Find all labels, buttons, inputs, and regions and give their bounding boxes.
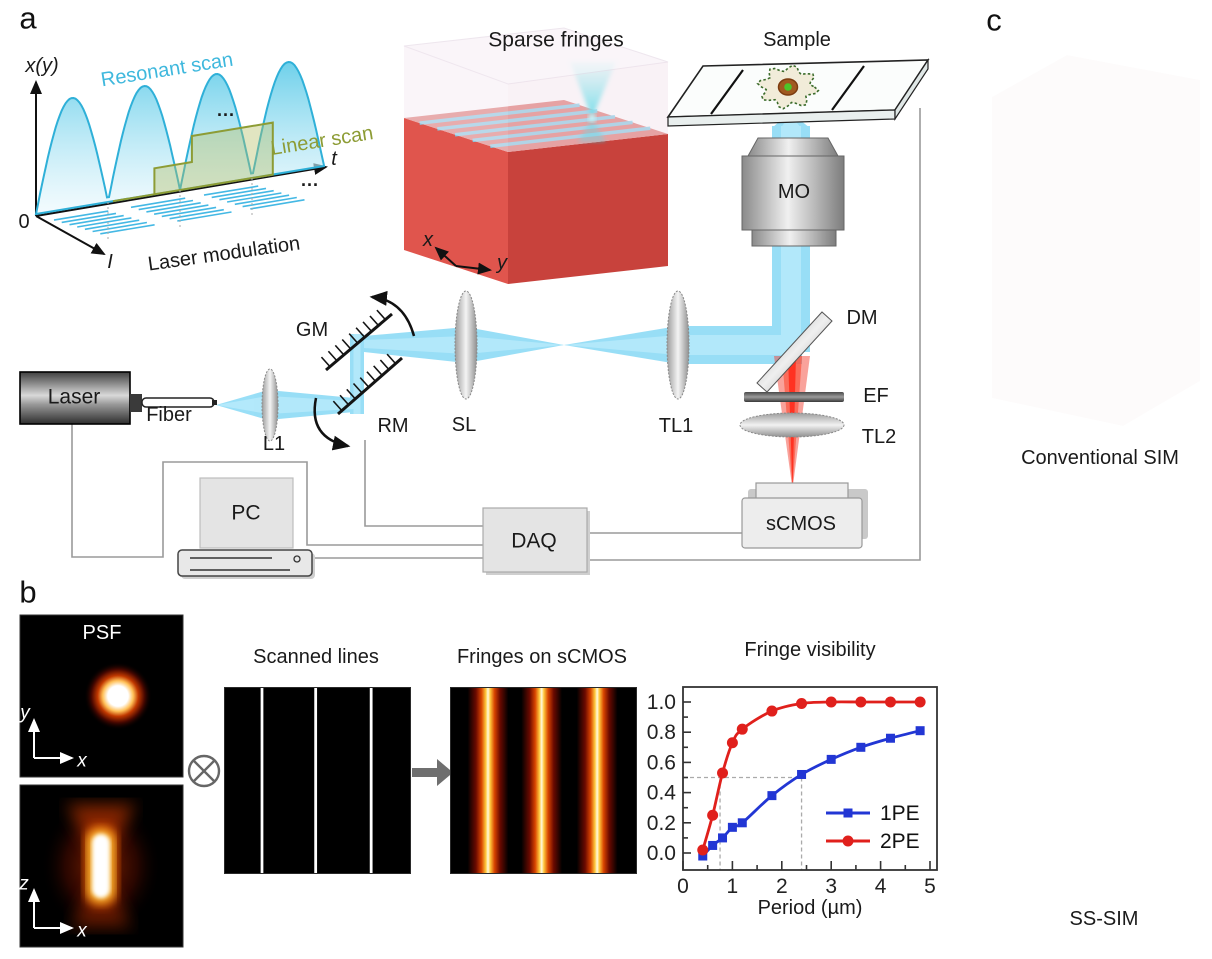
svg-text:0.8: 0.8	[647, 721, 676, 744]
cube-y-axis-label: y	[497, 252, 507, 274]
scan-mirrors	[320, 309, 403, 416]
lens-tl2	[739, 412, 845, 438]
specimen	[756, 64, 820, 110]
svg-text:0.0: 0.0	[647, 842, 676, 865]
emission-filter	[744, 392, 844, 402]
inset-axes	[30, 80, 328, 255]
scmos-camera	[741, 482, 868, 549]
panel-c-label: c	[986, 2, 1002, 38]
psf-xy-vertical-axis-label: y	[20, 702, 30, 724]
laser-modulation-lines	[53, 185, 305, 235]
psf-zx-vertical-axis-label: z	[19, 873, 29, 895]
excitation-beam	[216, 112, 810, 420]
chart-title: Fringe visibility	[744, 639, 876, 661]
linear-scan-curve	[112, 121, 274, 203]
microscope-objective	[741, 137, 845, 247]
psf-zx-image	[19, 784, 184, 948]
svg-text:1: 1	[727, 875, 739, 898]
scanned-lines-title: Scanned lines	[253, 646, 379, 668]
axis-ticks	[682, 701, 931, 870]
lens-sl	[454, 290, 478, 400]
focus-hourglass-icon	[570, 62, 616, 142]
scmos-label: sCMOS	[766, 513, 836, 535]
fringes-title: Fringes on sCMOS	[456, 646, 628, 668]
psf-zx-horizontal-axis-label: x	[77, 920, 87, 942]
keyboard	[177, 549, 315, 579]
ellipsis-bottom: ...	[300, 170, 320, 190]
svg-text:1.0: 1.0	[647, 691, 676, 714]
galvo-mirror	[320, 309, 393, 372]
resonant-scan-curve	[34, 60, 326, 216]
panel-b-label: b	[19, 574, 37, 610]
convolution-icon	[187, 754, 221, 788]
inset-intensity-axis-label: I	[107, 251, 113, 273]
daq-sample-wire	[587, 108, 921, 561]
conventional-sim-label: Conventional SIM	[1021, 447, 1179, 469]
daq-box	[482, 507, 590, 575]
lens-l1	[261, 368, 279, 442]
chart-x-axis-label: Period (µm)	[757, 897, 863, 919]
pc-label: PC	[231, 501, 261, 525]
fiber-cable	[130, 394, 217, 412]
gm-label: GM	[295, 319, 329, 341]
laser-label: Laser	[47, 385, 101, 409]
panel-a-label: a	[19, 0, 37, 36]
dichroic-mirror	[756, 311, 833, 393]
fringe-stripes	[419, 103, 651, 148]
lens-tl1	[666, 290, 690, 400]
svg-text:0.6: 0.6	[647, 751, 676, 774]
fringes-on-scmos-image	[450, 687, 637, 874]
conventional-sim-volume	[992, 55, 1200, 426]
psf-xy-image	[19, 614, 184, 778]
ef-label: EF	[863, 385, 889, 407]
sparse-fringes-cube	[403, 27, 669, 284]
laser-wire	[71, 424, 483, 558]
sample-label: Sample	[763, 29, 831, 51]
dm-label: DM	[846, 307, 878, 329]
inset-scan-graphics	[34, 60, 326, 242]
pc-box	[199, 477, 294, 549]
svg-text:0.2: 0.2	[647, 812, 676, 835]
scanner-wire	[364, 440, 483, 527]
l1-label: L1	[262, 433, 286, 455]
rm-label: RM	[377, 415, 409, 437]
signal-wires	[71, 108, 921, 561]
psf-label: PSF	[82, 622, 122, 644]
arrow-right-icon	[412, 759, 453, 786]
svg-text:1PE: 1PE	[880, 802, 920, 825]
tl2-label: TL2	[861, 426, 897, 448]
svg-text:2: 2	[776, 875, 788, 898]
svg-text:3: 3	[825, 875, 837, 898]
gm-rotation-arrow-icon	[369, 290, 416, 337]
scanned-lines-image	[224, 687, 411, 874]
svg-text:0.4: 0.4	[647, 782, 677, 805]
svg-text:4: 4	[875, 875, 887, 898]
half-visibility-guides	[683, 776, 803, 870]
rm-rotation-arrow-icon	[313, 397, 351, 451]
psf-xy-horizontal-axis-label: x	[77, 750, 87, 772]
sparse-fringes-title: Sparse fringes	[488, 28, 624, 52]
inset-y-axis-label: x(y)	[25, 55, 59, 77]
svg-text:0: 0	[677, 875, 689, 898]
tl1-label: TL1	[658, 415, 694, 437]
svg-text:2PE: 2PE	[880, 830, 920, 853]
fiber-label: Fiber	[146, 404, 192, 426]
cube-x-axis-label: x	[423, 229, 433, 251]
ellipsis-top: ...	[216, 100, 236, 120]
ss-sim-label: SS-SIM	[1069, 908, 1139, 930]
svg-text:5: 5	[924, 875, 936, 898]
daq-label: DAQ	[511, 529, 557, 553]
inset-origin-label: 0	[18, 211, 30, 233]
resonant-mirror	[332, 353, 403, 416]
inset-time-axis-label: t	[331, 148, 337, 170]
sl-label: SL	[451, 414, 477, 436]
mo-label: MO	[777, 181, 811, 203]
